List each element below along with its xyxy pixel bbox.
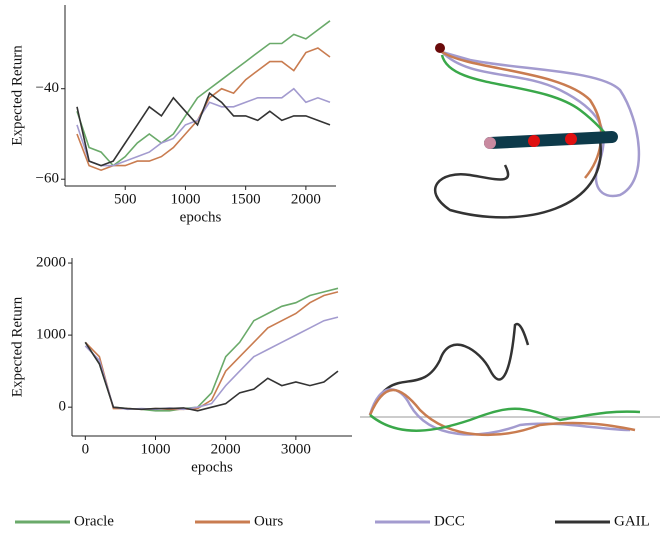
trajectory [437,49,641,198]
trajectory [441,50,603,179]
y-tick-label: −40 [36,80,59,96]
legend-label: DCC [434,513,465,529]
x-tick-label: 500 [114,191,137,207]
trajectory [369,407,641,432]
y-tick-label: −60 [36,171,59,187]
trajectory [368,388,636,437]
illustration-bottom [360,322,660,437]
x-tick-label: 0 [82,441,90,457]
marker [528,135,540,147]
rod [484,131,618,149]
illustration-top [434,43,641,219]
rod-end [484,137,496,149]
legend-label: GAIL [614,513,650,529]
series-line [84,316,339,411]
y-axis-label: Expected Return [9,45,25,146]
y-tick-label: 2000 [36,254,66,270]
legend-label: Ours [254,513,283,529]
series-line [76,20,331,167]
y-tick-label: 0 [59,399,67,415]
marker [565,133,577,145]
legend-label: Oracle [74,513,114,529]
x-axis-label: epochs [180,209,222,225]
x-tick-label: 1000 [141,441,171,457]
legend: Oracle Ours DCC GAIL [15,513,650,529]
x-tick-label: 2000 [291,191,321,207]
series-line [84,341,339,412]
series-line [84,287,339,412]
trajectory [434,139,602,219]
series-line [76,91,331,167]
x-axis-label: epochs [191,459,233,475]
y-axis-label: Expected Return [9,296,25,397]
y-tick-label: 1000 [36,327,66,343]
series-line [76,87,331,167]
x-tick-label: 1000 [170,191,200,207]
trajectory [368,322,530,416]
goal [435,43,445,53]
x-tick-label: 1500 [231,191,261,207]
trajectory [440,54,611,139]
x-tick-label: 3000 [281,441,311,457]
x-tick-label: 2000 [211,441,241,457]
